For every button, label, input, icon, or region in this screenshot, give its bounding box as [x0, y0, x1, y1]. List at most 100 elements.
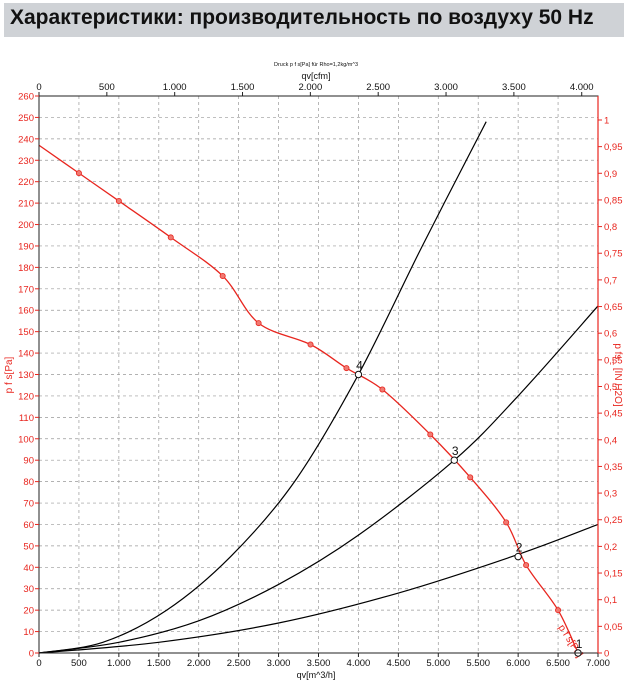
axes: 0 500 1.000 1.500 2.000 2.500 3.000 3.500 4.000 4…	[18, 82, 622, 669]
y-tick-label: 260	[18, 92, 34, 103]
y-tick-label: 180	[18, 263, 34, 274]
y-tick-label: 80	[23, 477, 34, 488]
y2-tick-label: 0,85	[604, 195, 623, 206]
y-tick-label: 60	[23, 520, 34, 531]
operating-point-label-2: 2	[516, 541, 523, 555]
operating-point-2	[514, 552, 522, 561]
x-tick-label: 6.000	[506, 658, 530, 669]
page-title-bar: Характеристики: производительность по во…	[4, 3, 624, 37]
y-tick-label: 140	[18, 349, 34, 360]
x-tick-label: 1.500	[147, 658, 171, 669]
y-tick-label: 230	[18, 156, 34, 167]
y2-tick-label: 1	[604, 115, 609, 126]
y-tick-label: 130	[18, 370, 34, 381]
operating-point-label-1: 1	[576, 637, 583, 651]
y2-tick-label: 0,45	[604, 409, 623, 420]
y2-tick-label: 0,75	[604, 249, 623, 260]
x2-tick-label: 3.000	[434, 82, 458, 93]
x-tick-label: 3.000	[267, 658, 291, 669]
y2-tick-label: 0,5	[604, 382, 617, 393]
x2-tick-label: 0	[36, 82, 41, 93]
y2-tick-label: 0,25	[604, 515, 623, 526]
x2-tick-label: 1.500	[231, 82, 255, 93]
chart-title: Druck p f s[Pa] für Rho=1,2kg/m^3	[274, 62, 358, 68]
y-tick-label: 150	[18, 327, 34, 338]
x-tick-label: 0	[36, 658, 41, 669]
fan-curve-point	[167, 234, 174, 241]
operating-point-label-4: 4	[356, 359, 363, 373]
system-curve-2	[38, 305, 599, 654]
x2-tick-label: 2.500	[366, 82, 390, 93]
x-tick-label: 3.500	[307, 658, 331, 669]
x-tick-label: 6.500	[546, 658, 570, 669]
y2-tick-label: 0,8	[604, 222, 617, 233]
y-tick-label: 240	[18, 134, 34, 145]
y2-tick-label: 0,15	[604, 569, 623, 580]
fan-curve-point	[467, 474, 474, 481]
y-tick-label: 170	[18, 284, 34, 295]
top-axis-label: qv[cfm]	[301, 71, 330, 81]
x-tick-label: 4.000	[347, 658, 371, 669]
x2-tick-label: 4.000	[570, 82, 594, 93]
y2-tick-label: 0,9	[604, 169, 617, 180]
y-tick-label: 250	[18, 113, 34, 124]
x-tick-label: 2.500	[227, 658, 251, 669]
operating-point-4	[354, 370, 363, 379]
y-tick-label: 210	[18, 199, 34, 210]
x-tick-label: 4.500	[386, 658, 410, 669]
y-tick-label: 0	[29, 649, 34, 660]
y-tick-label: 200	[18, 220, 34, 231]
x-tick-label: 5.000	[426, 658, 450, 669]
y-tick-label: 30	[23, 584, 34, 595]
fan-curve-point	[523, 562, 530, 569]
x-tick-label: 1.000	[107, 658, 131, 669]
y2-tick-label: 0,95	[604, 142, 623, 153]
y-tick-label: 110	[19, 413, 34, 424]
y-tick-label: 160	[18, 306, 34, 317]
y-tick-label: 120	[18, 391, 34, 402]
operating-point-label-3: 3	[452, 444, 459, 458]
fan-curve-point	[307, 341, 314, 348]
y-tick-label: 70	[23, 499, 34, 510]
y-tick-label: 90	[23, 456, 34, 467]
y2-tick-label: 0,35	[604, 462, 623, 473]
y-tick-label: 100	[18, 434, 34, 445]
fan-curve-point	[427, 431, 434, 438]
x-tick-label: 7.000	[586, 658, 610, 669]
left-axis-label: p f s[Pa]	[4, 356, 15, 393]
x-tick-label: 500	[71, 658, 87, 669]
y2-tick-label: 0,4	[604, 435, 617, 446]
y-tick-label: 40	[23, 563, 34, 574]
x2-tick-label: 1.000	[163, 82, 187, 93]
x2-tick-label: 3.500	[502, 82, 526, 93]
system-curve-1	[38, 121, 487, 654]
y2-tick-label: 0,65	[604, 302, 623, 313]
y-tick-label: 190	[18, 241, 34, 252]
y2-tick-label: 0,2	[604, 542, 617, 553]
fan-curve-point	[379, 386, 386, 393]
fan-curve-point	[115, 197, 122, 204]
y-tick-label: 10	[23, 627, 34, 638]
x2-tick-label: 2.000	[298, 82, 322, 93]
operating-point-3	[450, 456, 458, 464]
grid	[39, 95, 599, 653]
fan-curve-line	[38, 144, 579, 654]
fan-curve-point	[555, 607, 562, 614]
x-tick-label: 5.500	[466, 658, 490, 669]
y2-tick-label: 0,05	[604, 622, 623, 633]
y2-tick-label: 0,55	[604, 355, 623, 366]
fan-curve-point	[219, 272, 226, 279]
x-tick-label: 2.000	[187, 658, 211, 669]
y2-tick-label: 0,7	[604, 275, 617, 286]
y-tick-label: 50	[23, 541, 34, 552]
fan-curve-point	[75, 170, 82, 177]
page-title: Характеристики: производительность по во…	[10, 6, 594, 29]
right-axis-label: p fs_ [IN H2O]	[612, 343, 623, 407]
y2-tick-label: 0,3	[604, 489, 617, 500]
y2-tick-label: 0,1	[604, 595, 617, 606]
y2-tick-label: 0	[604, 649, 609, 660]
y-tick-label: 220	[18, 177, 34, 188]
fan-curve-point	[255, 320, 262, 327]
